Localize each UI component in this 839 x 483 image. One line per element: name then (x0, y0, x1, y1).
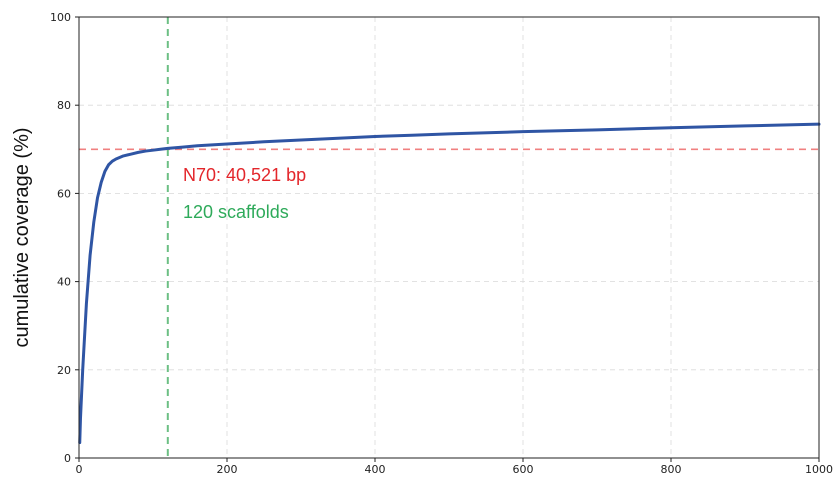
x-tick-label: 200 (217, 463, 238, 476)
ticks: 0 200 400 600 800 1000 0 20 40 60 80 100 (50, 11, 833, 476)
grid (79, 17, 819, 458)
n70-annotation: N70: 40,521 bp (183, 165, 306, 185)
y-tick-label: 0 (64, 452, 71, 465)
plot-frame (78, 16, 820, 459)
x-tick-label: 800 (661, 463, 682, 476)
coverage-curve (78, 122, 821, 445)
series-layer (78, 122, 821, 445)
x-tick-label: 1000 (805, 463, 833, 476)
x-tick-label: 400 (365, 463, 386, 476)
reference-lines (79, 17, 819, 458)
y-tick-label: 60 (57, 187, 71, 200)
y-axis-label: cumulative coverage (%) (11, 127, 33, 347)
x-tick-label: 600 (513, 463, 534, 476)
scaffolds-annotation: 120 scaffolds (183, 202, 289, 222)
y-tick-label: 20 (57, 364, 71, 377)
y-tick-label: 40 (57, 276, 71, 289)
y-tick-label: 100 (50, 11, 71, 24)
x-tick-label: 0 (76, 463, 83, 476)
y-tick-label: 80 (57, 99, 71, 112)
